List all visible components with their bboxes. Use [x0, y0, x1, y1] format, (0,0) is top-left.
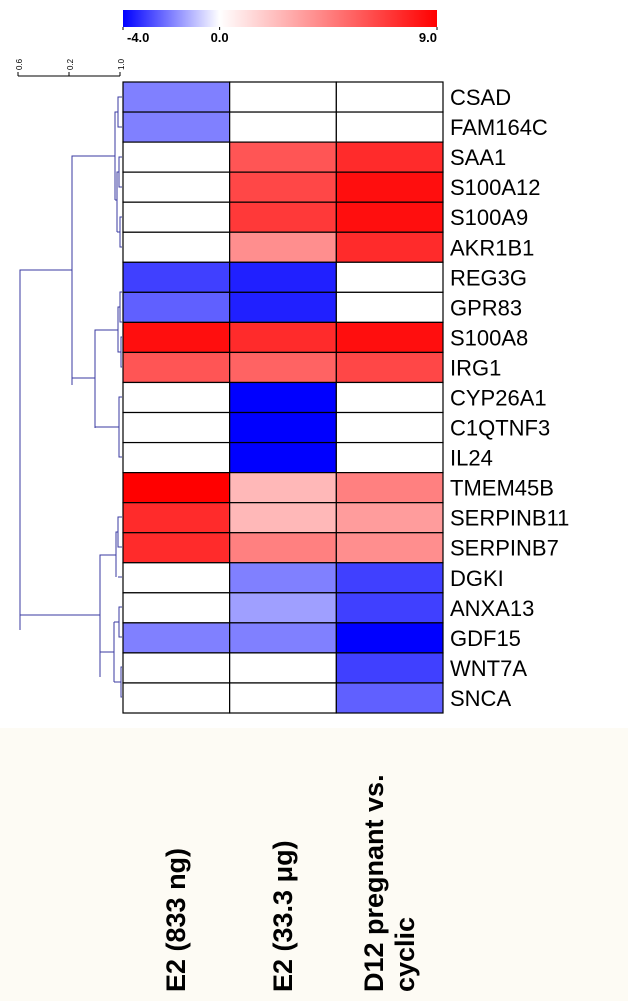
heatmap-cell	[335, 351, 444, 384]
heatmap-cell	[122, 682, 231, 714]
heatmap-cell	[229, 111, 337, 143]
heatmap-cell	[122, 201, 231, 233]
row-label: AKR1B1	[450, 235, 534, 260]
heatmap-cell	[122, 351, 231, 384]
colorbar-tick-label: 9.0	[419, 30, 437, 45]
heatmap-cell	[229, 502, 337, 534]
heatmap-cell	[122, 141, 231, 173]
heatmap-cell	[229, 532, 337, 564]
heatmap-cell	[335, 81, 444, 113]
column-label: E2 (33.3 μg)	[267, 840, 298, 992]
heatmap-cell	[122, 291, 231, 323]
heatmap-cell	[335, 682, 444, 714]
heatmap-cell	[122, 652, 231, 684]
heatmap-cell	[229, 592, 337, 624]
row-label: SAA1	[450, 145, 506, 170]
row-label: CSAD	[450, 85, 511, 110]
heatmap-cell	[122, 231, 231, 263]
heatmap-cell	[335, 592, 444, 624]
row-label: REG3G	[450, 265, 527, 290]
column-label: D12 pregnant vs. cyclic	[358, 774, 420, 992]
heatmap-cell	[229, 261, 337, 293]
heatmap-cell	[122, 502, 231, 534]
heatmap-cell	[229, 562, 337, 594]
heatmap-cell	[122, 411, 231, 444]
heatmap-cell	[122, 171, 231, 203]
heatmap-cell	[122, 622, 231, 654]
label-background	[0, 728, 628, 1001]
dendrogram-scale	[17, 72, 121, 77]
heatmap-cell	[229, 472, 337, 504]
heatmap-cell	[335, 201, 444, 233]
heatmap-cell	[229, 201, 337, 233]
row-label: C1QTNF3	[450, 416, 550, 441]
row-label: SERPINB11	[450, 506, 569, 531]
heatmap-cell	[122, 261, 231, 293]
heatmap-cell	[122, 381, 231, 414]
dendrogram-scale-label: 0.6	[15, 58, 24, 70]
heatmap-cell	[229, 171, 337, 203]
heatmap-cell	[229, 411, 337, 444]
heatmap-cell	[229, 231, 337, 263]
row-label: FAM164C	[450, 115, 548, 140]
heatmap-cell	[229, 291, 337, 323]
heatmap-cell	[335, 291, 444, 323]
heatmap-cell	[229, 81, 337, 113]
heatmap-cell	[122, 321, 231, 354]
heatmap-cell	[335, 532, 444, 564]
colorbar-tick-label: -4.0	[127, 30, 149, 45]
heatmap-cell	[335, 231, 444, 263]
row-label: S100A8	[450, 325, 528, 350]
heatmap-cell	[229, 682, 337, 714]
heatmap-cell	[335, 472, 444, 504]
heatmap-cell	[335, 652, 444, 684]
heatmap-cell	[335, 381, 444, 414]
heatmap-cell	[229, 652, 337, 684]
heatmap-cell	[335, 441, 444, 474]
heatmap-cell	[335, 411, 444, 444]
colorbar-tick-label: 0.0	[211, 30, 229, 45]
row-label: IRG1	[450, 355, 501, 380]
row-label: SNCA	[450, 686, 511, 711]
heatmap-cell	[335, 321, 444, 354]
heatmap-cell	[335, 171, 444, 203]
heatmap-cell	[122, 592, 231, 624]
heatmap-cell	[122, 111, 231, 143]
heatmap-cell	[122, 441, 231, 474]
row-label: IL24	[450, 446, 493, 471]
row-label: WNT7A	[450, 656, 527, 681]
dendrogram-scale-label: 1.0	[117, 58, 126, 70]
dendrogram-scale-label: 0.2	[66, 58, 75, 70]
row-label: ANXA13	[450, 596, 534, 621]
heatmap-cell	[335, 502, 444, 534]
heatmap-cell	[335, 141, 444, 173]
row-label: SERPINB7	[450, 536, 559, 561]
heatmap-cell	[229, 381, 337, 414]
row-label: GDF15	[450, 626, 521, 651]
row-label: S100A9	[450, 205, 528, 230]
heatmap-cell	[229, 441, 337, 474]
heatmap-cell	[122, 81, 231, 113]
heatmap-cell	[229, 321, 337, 354]
heatmap-cell	[335, 562, 444, 594]
dendrogram	[19, 96, 122, 698]
heatmap-cell	[335, 111, 444, 143]
column-label: E2 (833 ng)	[160, 847, 191, 992]
row-label: GPR83	[450, 295, 522, 320]
heatmap-cell	[335, 622, 444, 654]
row-label: TMEM45B	[450, 476, 554, 501]
colorbar	[123, 10, 437, 27]
heatmap-cell	[122, 532, 231, 564]
heatmap-cell	[229, 622, 337, 654]
row-label: DGKI	[450, 566, 504, 591]
heatmap-cell	[122, 562, 231, 594]
row-label: CYP26A1	[450, 386, 547, 411]
heatmap-cell	[122, 472, 231, 504]
heatmap-cell	[229, 351, 337, 384]
row-label: S100A12	[450, 175, 541, 200]
heatmap-cell	[335, 261, 444, 293]
heatmap-cell	[229, 141, 337, 173]
